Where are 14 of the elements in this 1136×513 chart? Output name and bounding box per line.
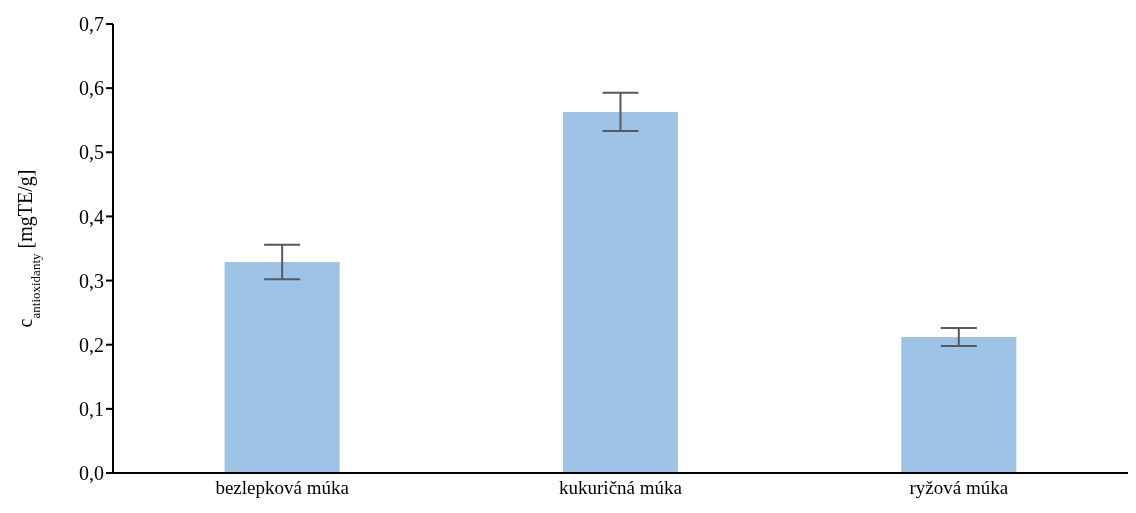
y-tick-label: 0,2	[79, 333, 104, 356]
y-tick-label: 0,3	[79, 269, 104, 292]
x-tick-label: ryžová múka	[909, 477, 1009, 499]
bar	[901, 337, 1017, 473]
y-tick-label: 0,6	[79, 77, 104, 100]
y-tick-label: 0,0	[79, 462, 104, 485]
x-tick-label: bezlepková múka	[215, 477, 350, 499]
y-tick-label: 0,1	[79, 397, 104, 420]
y-tick-label: 0,4	[79, 205, 104, 228]
bar	[562, 111, 678, 473]
y-tick-label: 0,5	[79, 141, 104, 164]
bar	[224, 261, 340, 473]
y-tick-label: 0,7	[79, 13, 104, 36]
x-tick-label: kukuričná múka	[559, 477, 683, 499]
